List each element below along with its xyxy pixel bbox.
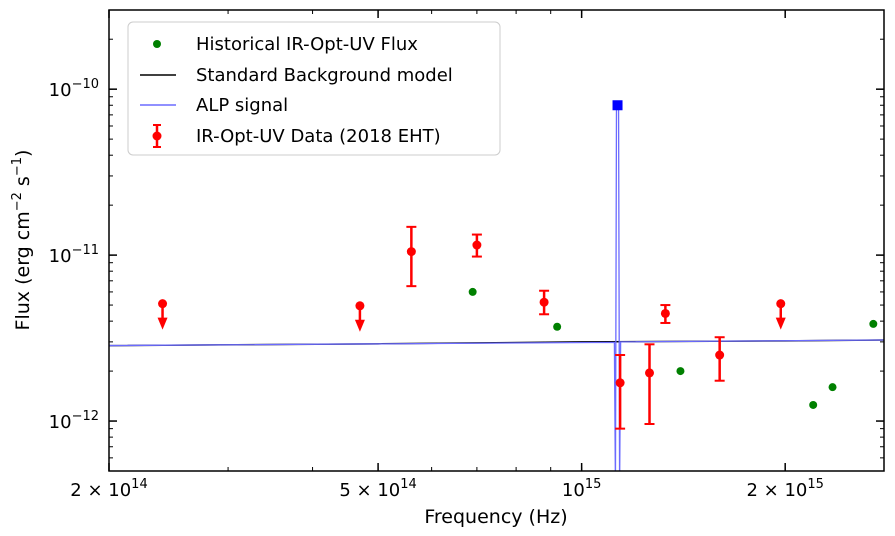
historical-point: [553, 322, 562, 331]
alp-peak-marker: [612, 100, 623, 111]
y-axis-label: Flux (erg cm−2 s−1): [10, 150, 34, 331]
y-tick-mantissa: 10: [49, 246, 72, 267]
legend-box: [127, 21, 501, 156]
upper-limit-arrow: [775, 317, 786, 330]
upper-limit-arrow: [354, 319, 365, 332]
historical-point: [676, 367, 685, 376]
legend-label: IR-Opt-UV Data (2018 EHT): [196, 126, 441, 147]
x-tick-exponent: 14: [400, 477, 417, 492]
alp-signal-line: [109, 104, 884, 471]
eht-data-point: [776, 299, 786, 309]
x-tick-label: 5 × 1014: [339, 477, 416, 501]
legend-dot-icon: [152, 131, 162, 141]
x-tick-exponent: 14: [131, 477, 148, 492]
y-tick-label: 10−11: [49, 243, 99, 267]
x-tick-mantissa: 5 × 10: [339, 480, 400, 501]
historical-point: [828, 383, 837, 392]
x-tick-mantissa: 2 × 10: [746, 480, 807, 501]
y-tick-exponent: −10: [72, 77, 99, 92]
x-tick-label: 2 × 1014: [70, 477, 147, 501]
eht-data-point: [660, 308, 670, 318]
x-tick-exponent: 15: [585, 477, 602, 492]
y-tick-exponent: −11: [72, 243, 99, 258]
y-tick-exponent: −12: [72, 409, 99, 424]
eht-data-point: [158, 299, 168, 309]
eht-data-point: [406, 247, 416, 257]
x-axis-label: Frequency (Hz): [424, 506, 567, 528]
x-tick-mantissa: 2 × 10: [70, 480, 131, 501]
historical-point: [468, 287, 477, 296]
x-tick-label: 1015: [562, 477, 601, 501]
eht-data-point: [539, 297, 549, 307]
historical-point: [869, 319, 878, 328]
eht-data-point: [472, 240, 482, 250]
y-tick-mantissa: 10: [49, 80, 72, 101]
axes: 2 × 1014 5 × 1014 1015 2 × 101510−1210−1110…: [49, 9, 885, 501]
legend-label: ALP signal: [196, 95, 288, 116]
legend-dot-icon: [153, 40, 161, 48]
y-tick-label: 10−12: [49, 409, 99, 433]
eht-data-point: [715, 350, 725, 360]
plot-area: [109, 100, 884, 471]
legend-label: Standard Background model: [196, 65, 453, 86]
historical-point: [809, 400, 818, 409]
upper-limit-arrow: [157, 317, 168, 330]
eht-data-point: [355, 301, 365, 311]
axes-frame: [108, 9, 885, 472]
eht-data-point: [645, 368, 655, 378]
eht-data-point: [615, 378, 625, 388]
legend: Historical IR-Opt-UV Flux Standard Backgr…: [127, 21, 501, 156]
x-tick-mantissa: 10: [562, 480, 585, 501]
x-tick-exponent: 15: [807, 477, 824, 492]
x-tick-label: 2 × 1015: [746, 477, 823, 501]
legend-label: Historical IR-Opt-UV Flux: [196, 34, 418, 55]
y-tick-label: 10−10: [49, 77, 99, 101]
y-tick-mantissa: 10: [49, 412, 72, 433]
